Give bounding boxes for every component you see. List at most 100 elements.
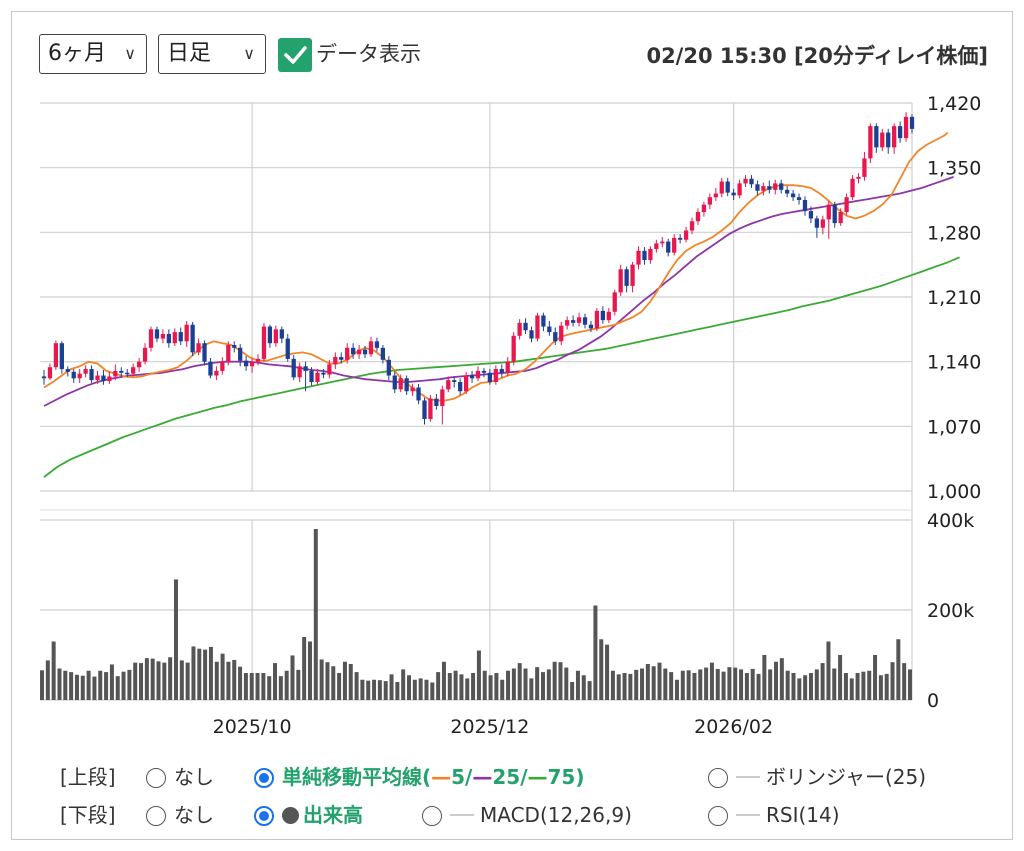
volume-bar [814,669,819,700]
volume-bar [540,672,545,700]
volume-bar [436,672,441,700]
x-tick-label: 2025/12 [450,716,529,738]
volume-tick-label: 0 [927,690,939,712]
volume-bar [69,672,74,700]
candle-up [345,347,350,360]
sma25-line [43,176,954,407]
candle-up [356,349,362,355]
volume-bar [127,669,132,700]
rsi-option[interactable]: RSI(14) [708,800,840,830]
volume-bar [744,673,749,700]
chart-panel [11,11,1013,840]
candle-down [796,197,802,200]
upper-none-option[interactable]: なし [146,762,214,792]
volume-bar [605,644,610,700]
volume-bar [750,668,755,700]
candle-up [493,369,498,382]
period-select[interactable]: 6ヶ月 ∨ [39,34,147,74]
volume-bar [488,675,493,700]
volume-bar [121,671,126,700]
candle-up [892,126,897,148]
volume-bar [529,678,534,700]
volume-bar [377,680,382,700]
candle-down [362,349,368,355]
candle-down [582,317,588,325]
volume-bar [878,675,883,700]
volume-bar [506,670,511,700]
volume-bar [168,657,173,700]
candle-up [226,345,231,362]
candle-down [677,237,683,240]
bollinger-label: ボリンジャー(25) [766,765,927,789]
volume-bar [657,662,662,700]
candle-up [672,237,677,253]
volume-bar [674,679,679,700]
volume-bar [144,658,149,700]
candle-up [148,329,154,348]
volume-option[interactable]: 出来高 [254,800,363,830]
data-display-label[interactable]: データ表示 [316,42,421,66]
radio-selected-icon [254,768,274,788]
candle-down [832,204,837,224]
rsi-label: RSI(14) [766,803,840,827]
sma-option[interactable]: 単純移動平均線(—5/—25/—75) [254,762,585,792]
volume-bar [709,662,714,700]
candle-up [868,126,873,159]
candle-up [862,158,867,177]
volume-bar [278,676,283,700]
candle-up [196,343,201,353]
candle-down [380,347,386,360]
candle-up [368,341,374,355]
chevron-down-icon: ∨ [124,44,136,63]
candle-down [386,359,391,376]
upper-none-label: なし [174,765,214,789]
candle-down [339,357,344,360]
volume-bar [861,671,866,700]
candle-up [559,325,564,342]
volume-bar [208,646,213,700]
candle-up [249,361,255,367]
candle-down [874,126,879,148]
candle-up [701,204,707,213]
volume-bar [290,655,295,700]
candle-up [844,197,849,213]
candle-up [107,376,112,382]
candle-down [547,326,552,333]
volume-bar [453,670,458,700]
candle-down [238,347,243,361]
candle-down [755,184,760,191]
interval-select[interactable]: 日足 ∨ [158,34,266,74]
volume-bar [86,670,91,700]
volume-bar [337,673,342,700]
macd-option[interactable]: MACD(12,26,9) [422,800,632,830]
volume-bar [535,667,540,700]
volume-bar [558,662,563,700]
volume-bar [150,658,155,700]
candle-down [802,200,808,212]
candle-down [291,358,296,378]
volume-bar [820,663,825,700]
lower-none-option[interactable]: なし [146,800,214,830]
candle-down [749,178,754,185]
volume-bar [884,673,889,700]
volume-bar [372,679,377,700]
candle-up [214,370,219,376]
candle-down [374,341,380,348]
candle-up [315,372,320,382]
candle-down [232,345,237,348]
candle-down [125,372,130,375]
candle-down [814,218,820,228]
lower-none-label: なし [174,803,214,827]
stock-chart: 1,420 1,350 1,280 1,210 1,140 1,070 1,000 400k 2… [40,93,981,738]
volume-bar [63,670,68,700]
candle-up [695,212,701,222]
data-display-checkbox[interactable] [278,38,312,72]
candle-up [172,332,177,344]
bollinger-option[interactable]: ボリンジャー(25) [708,762,926,792]
candle-down [897,126,903,139]
lower-label: [下段] [60,803,116,827]
volume-bar [768,669,773,700]
period-select-value: 6ヶ月 [48,41,106,66]
candle-up [850,178,855,198]
candle-up [660,241,665,244]
